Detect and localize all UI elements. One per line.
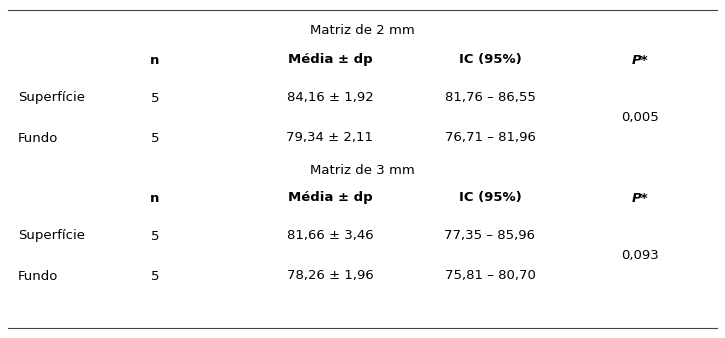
- Text: n: n: [150, 192, 160, 204]
- Text: Superfície: Superfície: [18, 92, 85, 104]
- Text: 5: 5: [151, 269, 160, 283]
- Text: n: n: [150, 53, 160, 67]
- Text: 81,66 ± 3,46: 81,66 ± 3,46: [286, 230, 373, 242]
- Text: 79,34 ± 2,11: 79,34 ± 2,11: [286, 131, 373, 145]
- Text: Média ± dp: Média ± dp: [288, 53, 373, 67]
- Text: 5: 5: [151, 92, 160, 104]
- Text: 0,093: 0,093: [621, 249, 659, 263]
- Text: Fundo: Fundo: [18, 131, 59, 145]
- Text: Média ± dp: Média ± dp: [288, 192, 373, 204]
- Text: P*: P*: [631, 53, 648, 67]
- Text: 84,16 ± 1,92: 84,16 ± 1,92: [286, 92, 373, 104]
- Text: 0,005: 0,005: [621, 112, 659, 124]
- Text: 75,81 – 80,70: 75,81 – 80,70: [444, 269, 536, 283]
- Text: Fundo: Fundo: [18, 269, 59, 283]
- Text: Matriz de 3 mm: Matriz de 3 mm: [310, 164, 415, 176]
- Text: 81,76 – 86,55: 81,76 – 86,55: [444, 92, 536, 104]
- Text: 78,26 ± 1,96: 78,26 ± 1,96: [286, 269, 373, 283]
- Text: 76,71 – 81,96: 76,71 – 81,96: [444, 131, 536, 145]
- Text: IC (95%): IC (95%): [459, 192, 521, 204]
- Text: 5: 5: [151, 131, 160, 145]
- Text: IC (95%): IC (95%): [459, 53, 521, 67]
- Text: Matriz de 2 mm: Matriz de 2 mm: [310, 24, 415, 37]
- Text: 5: 5: [151, 230, 160, 242]
- Text: 77,35 – 85,96: 77,35 – 85,96: [444, 230, 536, 242]
- Text: P*: P*: [631, 192, 648, 204]
- Text: Superfície: Superfície: [18, 230, 85, 242]
